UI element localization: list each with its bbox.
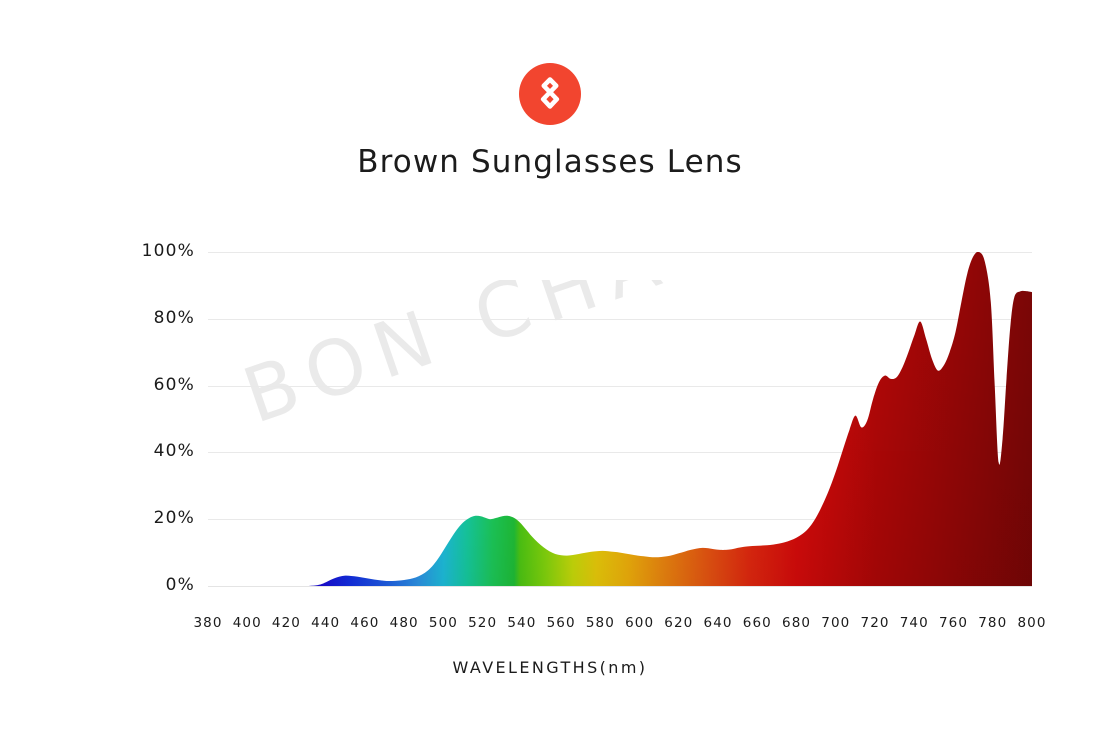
gridline (208, 318, 1032, 320)
gridline (208, 385, 1032, 387)
x-tick-label: 640 (703, 615, 733, 631)
x-tick-label: 600 (625, 615, 655, 631)
x-tick-label: 460 (350, 615, 380, 631)
x-tick-label: 680 (782, 615, 812, 631)
x-tick-label: 440 (311, 615, 341, 631)
x-tick-label: 740 (899, 615, 929, 631)
x-tick-label: 660 (742, 615, 772, 631)
x-tick-label: 520 (468, 615, 498, 631)
x-tick-label: 420 (271, 615, 301, 631)
x-tick-label: 400 (232, 615, 262, 631)
y-tick-label: 40% (153, 441, 195, 462)
x-axis-title: WAVELENGTHS(nm) (452, 658, 648, 677)
bon-charge-knot-logo-icon (519, 63, 581, 125)
logo-knot-glyph (540, 77, 560, 109)
x-tick-label: 500 (428, 615, 458, 631)
transmission-area-shading (208, 252, 1032, 586)
plot-area (208, 252, 1032, 587)
x-tick-label: 760 (938, 615, 969, 631)
gridline (208, 586, 1032, 587)
y-tick-label: 0% (165, 575, 195, 595)
x-tick-label: 780 (978, 615, 1008, 631)
x-tick-label: 720 (860, 615, 890, 631)
y-tick-label: 20% (153, 508, 195, 529)
x-tick-label: 540 (507, 615, 537, 631)
y-tick-label: 80% (153, 307, 195, 328)
y-axis-title: PERCENTAGE OF LIGHT (%) (0, 0, 4, 176)
spectral-transmission-area-chart (208, 252, 1032, 586)
y-tick-label: 100% (141, 241, 195, 261)
y-tick-label: 60% (153, 374, 195, 395)
gridline (208, 519, 1032, 521)
x-tick-label: 380 (193, 615, 223, 631)
x-tick-label: 700 (821, 615, 851, 631)
x-tick-label: 620 (664, 615, 694, 631)
x-tick-label: 800 (1017, 615, 1047, 631)
x-tick-label: 580 (585, 615, 615, 631)
x-tick-label: 480 (389, 615, 419, 631)
x-tick-label: 560 (546, 615, 576, 631)
gridline (208, 452, 1032, 454)
page-title: Brown Sunglasses Lens (357, 144, 743, 180)
gridline (208, 252, 1032, 253)
